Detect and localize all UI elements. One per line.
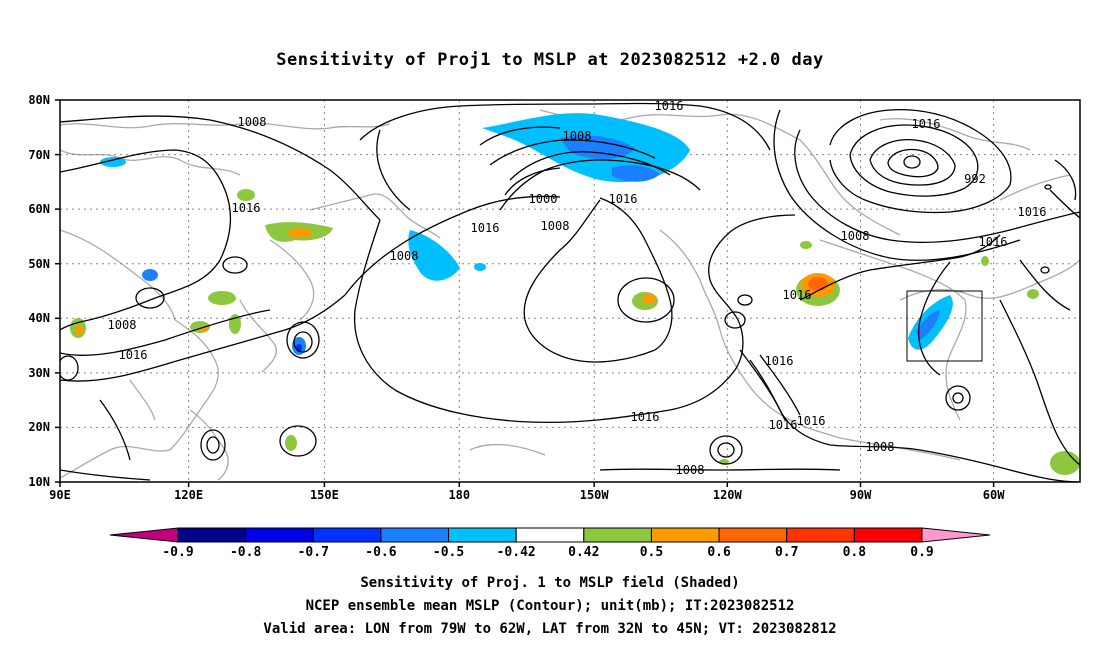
- colorbar-tick-label: -0.6: [365, 545, 396, 560]
- colorbar-swatch: [515, 527, 585, 543]
- caption-line-2: NCEP ensemble mean MSLP (Contour); unit(…: [305, 598, 795, 614]
- contour-label: 1016: [765, 354, 794, 368]
- contour-label: 1008: [866, 440, 895, 454]
- lon-label-120e: 120E: [174, 488, 203, 502]
- lat-label-40n: 40N: [28, 311, 50, 325]
- lon-label-180: 180: [448, 488, 470, 502]
- contour-label: 1016: [783, 288, 812, 302]
- lon-label-150w: 150W: [580, 488, 610, 502]
- lon-label-90w: 90W: [850, 488, 872, 502]
- contour-label: 1016: [769, 418, 798, 432]
- sensitivity-shading: [70, 113, 1080, 475]
- figure-title: Sensitivity of Proj1 to MSLP at 20230825…: [276, 50, 824, 70]
- lat-label-20n: 20N: [28, 420, 50, 434]
- lat-label-30n: 30N: [28, 366, 50, 380]
- colorbar-swatch: [380, 527, 450, 543]
- contour-labels: 1016 1008 1000 1016 992 1016 1016 1016 1…: [108, 99, 1047, 477]
- contour-label: 1016: [119, 348, 148, 362]
- colorbar-tick-label: -0.9: [162, 545, 193, 560]
- contour-label: 1016: [1018, 205, 1047, 219]
- contour-label: 1016: [609, 192, 638, 206]
- lat-label-50n: 50N: [28, 257, 50, 271]
- colorbar: [109, 527, 991, 543]
- colorbar-swatch: [786, 527, 855, 543]
- lat-label-70n: 70N: [28, 148, 50, 162]
- caption-line-1: Sensitivity of Proj. 1 to MSLP field (Sh…: [360, 575, 740, 591]
- lat-label-60n: 60N: [28, 202, 50, 216]
- colorbar-tick-label: 0.7: [775, 545, 798, 560]
- lon-label-120w: 120W: [713, 488, 743, 502]
- colorbar-left-arrow: [109, 527, 179, 543]
- contour-label: 1008: [390, 249, 419, 263]
- lat-label-80n: 80N: [28, 93, 50, 107]
- map-frame: [59, 99, 1081, 483]
- colorbar-tick-label: 0.6: [707, 545, 731, 560]
- colorbar-tick-label: 0.42: [568, 545, 599, 560]
- valid-area-box: [906, 290, 983, 362]
- contour-label: 1008: [541, 219, 570, 233]
- contour-label: 1016: [631, 410, 660, 424]
- colorbar-swatch: [245, 527, 314, 543]
- contour-label: 992: [964, 172, 986, 186]
- map-area: 1016 1008 1000 1016 992 1016 1016 1016 1…: [60, 99, 1080, 482]
- colorbar-tick-label: -0.42: [497, 545, 536, 560]
- lon-label-60w: 60W: [983, 488, 1005, 502]
- contour-label: 1016: [471, 221, 500, 235]
- mslp-contours: [60, 102, 1080, 482]
- colorbar-right-arrow: [921, 527, 991, 543]
- colorbar-tick-label: -0.5: [433, 545, 464, 560]
- contour-label: 1008: [676, 463, 705, 477]
- contour-label: 1016: [655, 99, 684, 113]
- colorbar-swatch: [853, 527, 923, 543]
- colorbar-tick-label: -0.7: [298, 545, 329, 560]
- colorbar-tick-label: 0.5: [640, 545, 663, 560]
- colorbar-swatch: [718, 527, 788, 543]
- colorbar-swatch: [312, 527, 382, 543]
- contour-label: 1008: [841, 229, 870, 243]
- axis-ticks: [55, 99, 995, 487]
- contour-label: 1008: [238, 115, 267, 129]
- colorbar-tick-label: 0.8: [843, 545, 867, 560]
- latitude-labels: 80N 70N 60N 50N 40N 30N 20N 10N: [28, 93, 50, 489]
- lon-label-150e: 150E: [310, 488, 339, 502]
- lat-label-10n: 10N: [28, 475, 50, 489]
- contour-label: 1000: [529, 192, 558, 206]
- contour-label: 1016: [912, 117, 941, 131]
- contour-label: 1008: [108, 318, 137, 332]
- colorbar-swatch: [583, 527, 652, 543]
- colorbar-tick-label: 0.9: [910, 545, 933, 560]
- colorbar-swatch: [448, 527, 517, 543]
- colorbar-swatch: [177, 527, 247, 543]
- lon-label-90e: 90E: [49, 488, 71, 502]
- contour-label: 1008: [563, 129, 592, 143]
- colorbar-tick-label: -0.8: [230, 545, 261, 560]
- longitude-labels: 90E 120E 150E 180 150W 120W 90W 60W: [49, 488, 1005, 502]
- contour-label: 1016: [232, 201, 261, 215]
- colorbar-labels: -0.9 -0.8 -0.7 -0.6 -0.5 -0.42 0.42 0.5 0.6 0.7 0.…: [162, 545, 933, 560]
- colorbar-swatch: [650, 527, 720, 543]
- contour-label: 1016: [979, 235, 1008, 249]
- caption-line-3: Valid area: LON from 79W to 62W, LAT fro…: [263, 621, 837, 637]
- contour-label: 1016: [797, 414, 826, 428]
